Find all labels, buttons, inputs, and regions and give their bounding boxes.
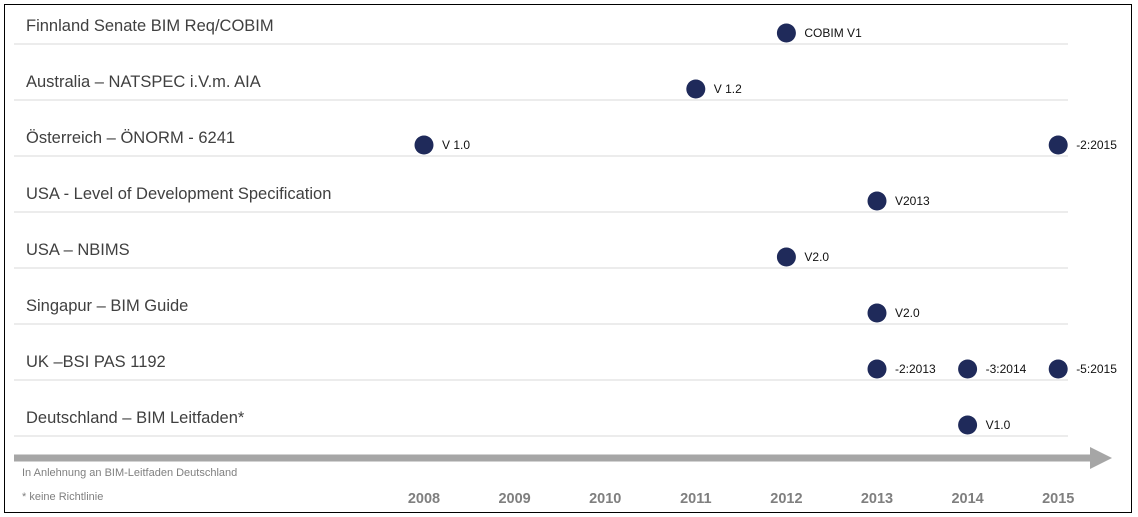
milestone-label: V 1.2 [714,82,742,96]
row-label: Australia – NATSPEC i.V.m. AIA [26,73,261,91]
milestone-marker [414,135,434,155]
milestone-label: V2.0 [895,306,920,320]
milestone-marker [1048,359,1068,379]
milestone-marker [867,303,887,323]
row-label: USA – NBIMS [26,241,130,259]
x-tick-label: 2008 [408,491,440,507]
row-label: USA - Level of Development Specification [26,185,331,203]
milestone-label: -2:2013 [895,362,936,376]
milestone-label: -3:2014 [986,362,1027,376]
milestone-label: COBIM V1 [804,26,862,40]
row-label: Finnland Senate BIM Req/COBIM [26,17,274,35]
milestone-marker [776,23,796,43]
milestone-marker [1048,135,1068,155]
row-label: Deutschland – BIM Leitfaden* [26,409,245,427]
chart-frame [4,4,1132,513]
milestone-label: -2:2015 [1076,138,1117,152]
source-note: In Anlehnung an BIM-Leitfaden Deutschlan… [22,467,237,479]
milestone-label: -5:2015 [1076,362,1117,376]
x-tick-label: 2014 [951,491,983,507]
x-tick-label: 2009 [498,491,530,507]
milestone-label: V1.0 [986,418,1011,432]
footnote: * keine Richtlinie [22,491,103,503]
milestone-marker [776,247,796,267]
milestone-label: V2013 [895,194,930,208]
x-tick-label: 2011 [680,491,711,507]
milestone-label: V2.0 [804,250,829,264]
x-tick-label: 2012 [770,491,802,507]
row-label: Österreich – ÖNORM - 6241 [26,129,235,147]
milestone-marker [867,191,887,211]
x-tick-label: 2010 [589,491,621,507]
timeline-arrow-head [1090,447,1112,469]
row-label: UK –BSI PAS 1192 [26,353,166,371]
milestone-label: V 1.0 [442,138,470,152]
milestone-marker [686,79,706,99]
x-tick-label: 2015 [1042,491,1074,507]
x-tick-label: 2013 [861,491,893,507]
milestone-marker [958,359,978,379]
row-label: Singapur – BIM Guide [26,297,188,315]
milestone-marker [958,415,978,435]
milestone-marker [867,359,887,379]
